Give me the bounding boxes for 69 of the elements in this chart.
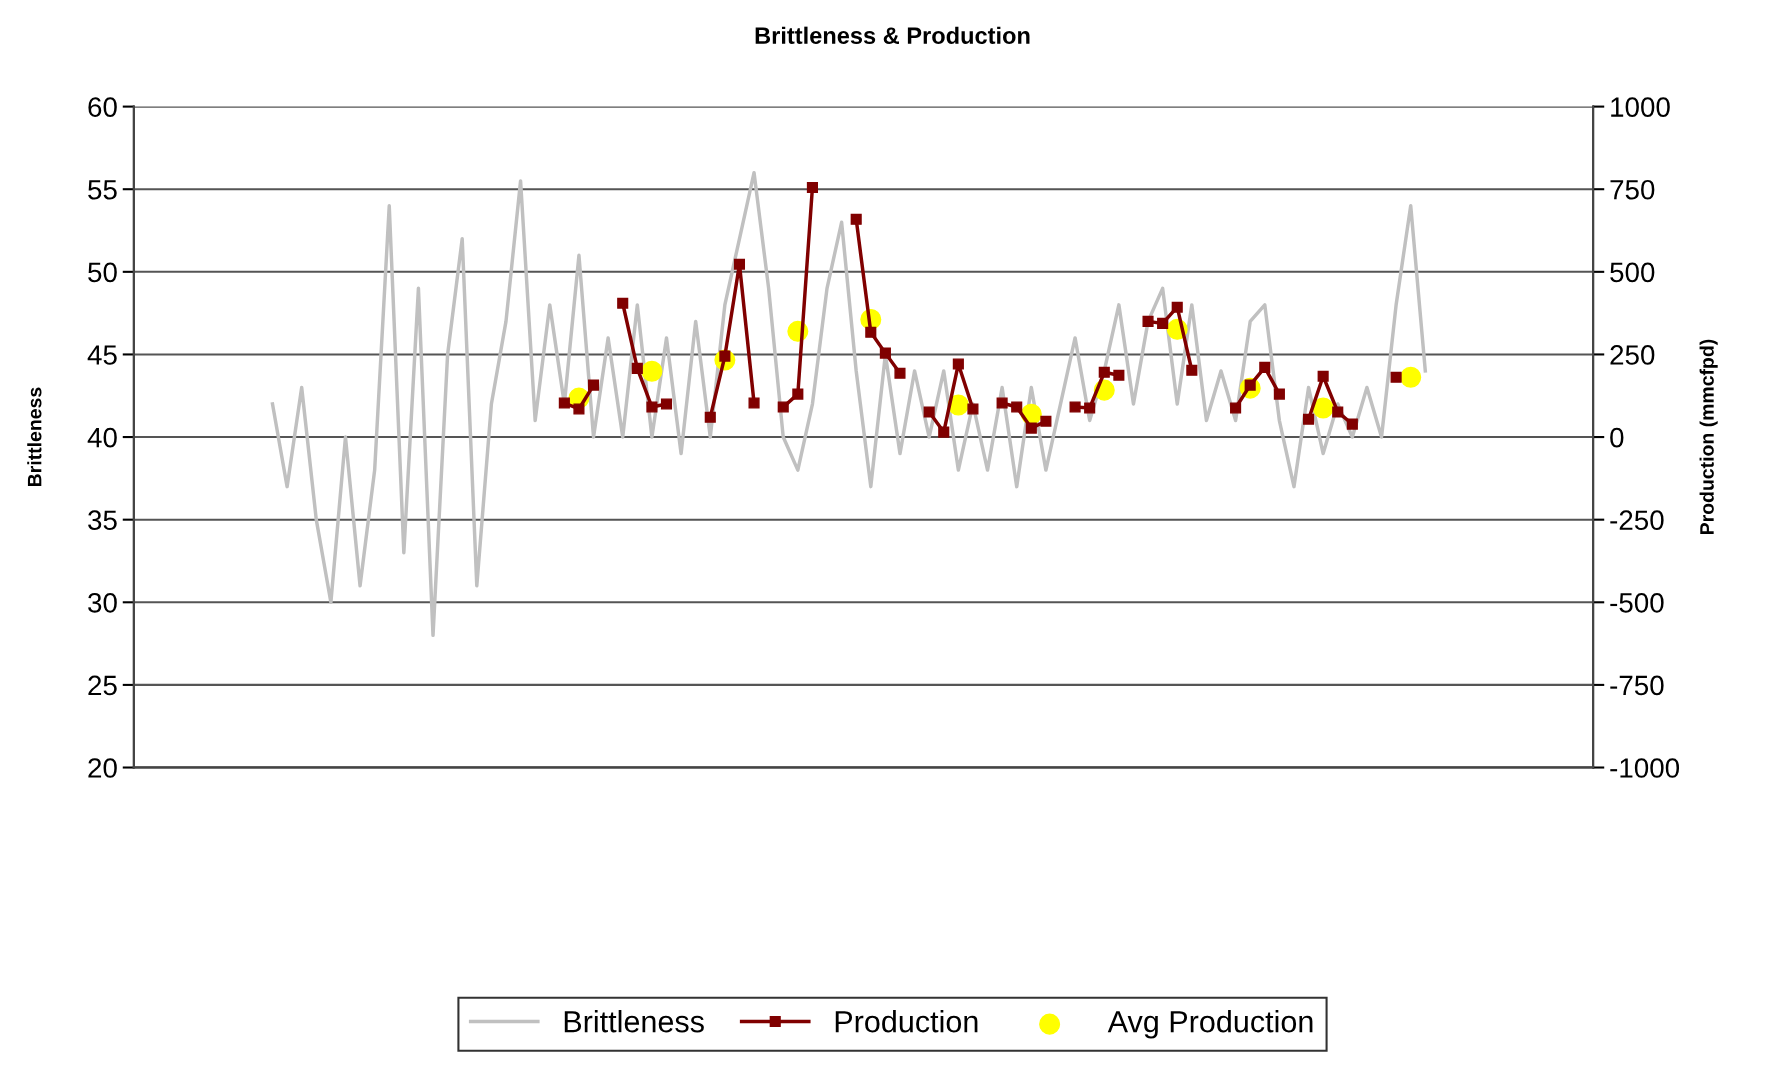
y2-tick-label: -500 [1610,592,1664,613]
point [879,347,891,359]
y2-tick-label: 250 [1610,345,1655,365]
legend-label: Avg Production [1107,1010,1313,1039]
point [1157,317,1169,329]
point [865,326,877,338]
point [996,397,1008,409]
point [1273,388,1285,400]
point [1113,369,1125,381]
point [748,397,760,409]
point [1259,361,1271,373]
legend-label: Brittleness [564,1010,704,1033]
y2-axis-title: Production (mmcfpd) [1699,339,1718,535]
point [733,258,746,270]
y-tick-label: 25 [88,675,117,696]
point [631,362,643,374]
point [938,426,950,438]
point [792,388,804,400]
y-tick-label: 35 [88,510,117,531]
point [587,379,600,391]
point [1390,371,1402,383]
y-tick-label: 60 [88,97,117,117]
line-series [270,170,1428,638]
y-axis-title: Brittleness [27,387,42,487]
y2-tick-label: 500 [1610,262,1655,283]
point [641,360,663,382]
y-tick-label: 55 [88,180,117,200]
point [1040,415,1052,427]
point [1025,422,1037,434]
y-tick-label: 40 [87,427,117,448]
point [1098,366,1110,378]
y2-tick-label: -750 [1610,675,1664,696]
point [573,403,585,415]
point [1186,364,1198,376]
y2-tick-label: 1000 [1611,97,1670,117]
point [1332,406,1344,418]
point [1303,413,1315,425]
point [1346,418,1358,430]
point [558,397,570,409]
point [1011,401,1023,413]
point [646,401,658,413]
chart-title: Brittleness & Production [755,26,1030,44]
point [1317,370,1329,382]
point [1084,402,1096,414]
point [617,297,629,309]
point [1171,301,1183,313]
point [923,406,935,418]
point [1312,397,1334,419]
point [1400,366,1422,388]
point [1142,315,1154,327]
y2-tick-label: 750 [1610,179,1655,200]
point [777,401,789,413]
y-tick-label: 45 [87,345,117,365]
y2-tick-label: 0 [1610,427,1624,448]
point [967,403,979,415]
point [704,411,716,423]
y-tick-label: 30 [88,592,117,613]
point [850,213,862,225]
point [1230,402,1242,414]
point [660,398,673,410]
point [806,182,818,194]
point [952,358,964,370]
legend-label: Production [835,1010,978,1033]
y2-tick-label: -1000 [1610,758,1680,778]
y2-tick-label: -250 [1610,510,1664,531]
point [1069,401,1081,413]
point [894,367,906,379]
y-tick-label: 50 [88,262,117,283]
y-tick-label: 20 [88,758,117,778]
